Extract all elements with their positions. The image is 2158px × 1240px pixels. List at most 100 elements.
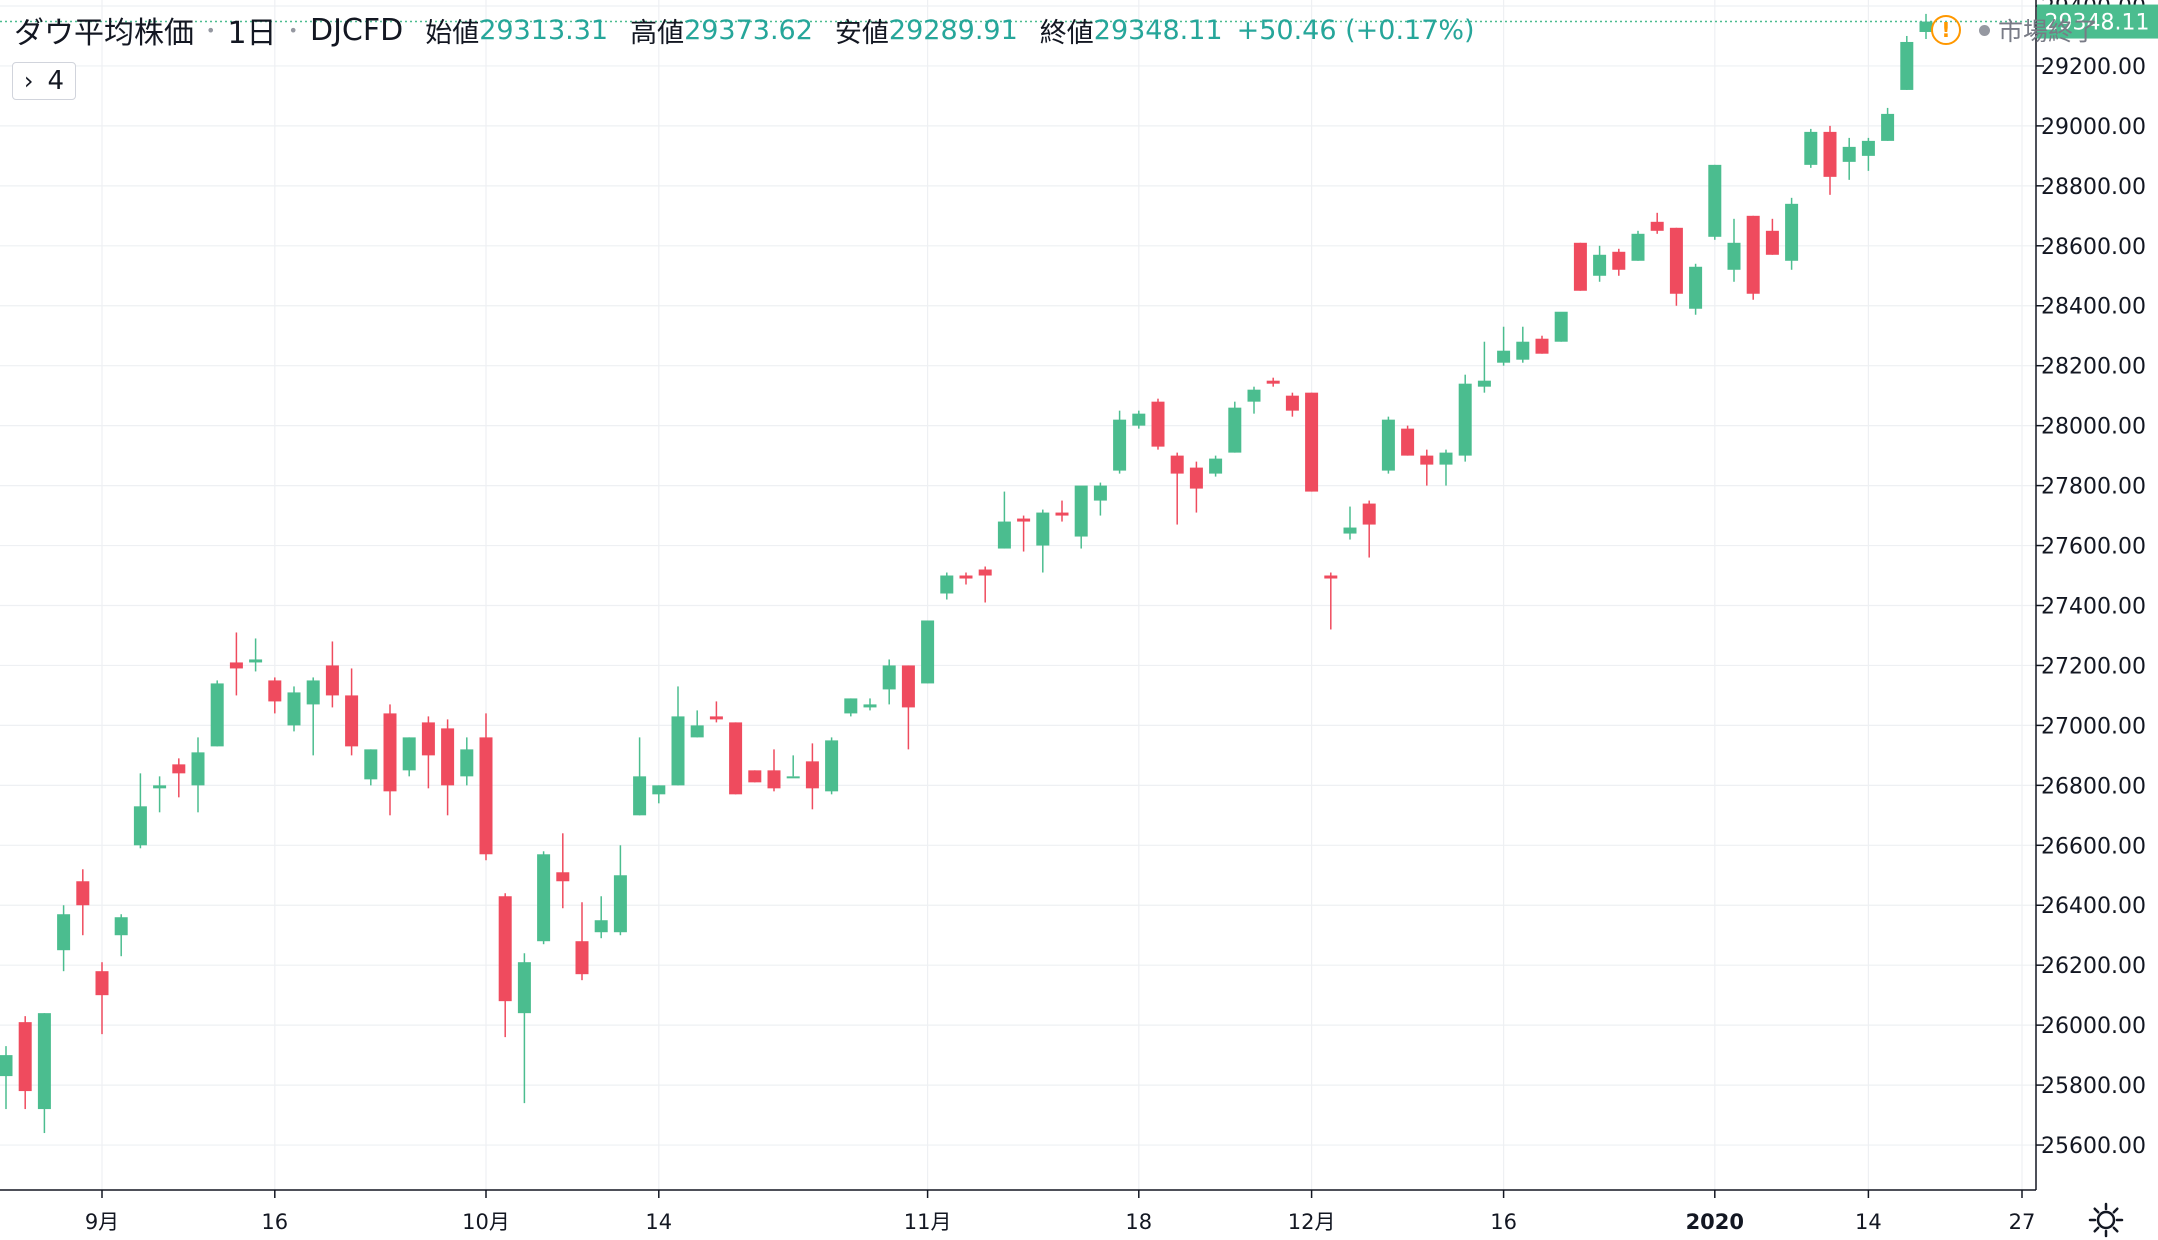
candle[interactable] xyxy=(594,896,608,939)
candle[interactable] xyxy=(1151,398,1165,450)
candle[interactable] xyxy=(287,686,301,732)
candle[interactable] xyxy=(537,851,551,945)
candle[interactable] xyxy=(1746,215,1760,300)
gear-icon[interactable] xyxy=(2086,1200,2126,1240)
candle[interactable] xyxy=(575,902,589,981)
candle[interactable] xyxy=(345,668,359,756)
candle[interactable] xyxy=(1669,227,1683,306)
candle[interactable] xyxy=(441,719,455,816)
candle[interactable] xyxy=(767,749,781,792)
candle[interactable] xyxy=(479,713,493,861)
candle[interactable] xyxy=(1439,449,1453,486)
candle[interactable] xyxy=(690,710,704,738)
candle[interactable] xyxy=(863,698,877,711)
candle[interactable] xyxy=(1612,248,1626,276)
candle[interactable] xyxy=(191,737,205,813)
candle[interactable] xyxy=(1516,326,1530,363)
candle[interactable] xyxy=(1861,137,1875,171)
candle[interactable] xyxy=(1842,137,1856,180)
ticker[interactable]: DJCFD xyxy=(309,12,404,48)
candle[interactable] xyxy=(1708,164,1722,240)
candle[interactable] xyxy=(921,620,935,684)
warning-icon[interactable]: ! xyxy=(1930,15,1961,45)
candle[interactable] xyxy=(1458,374,1472,462)
candle[interactable] xyxy=(383,704,397,816)
candle[interactable] xyxy=(748,770,762,783)
candle[interactable] xyxy=(805,743,819,810)
candle[interactable] xyxy=(1401,425,1415,456)
indicators-toggle-button[interactable]: › 4 xyxy=(12,62,76,100)
candle[interactable] xyxy=(1113,410,1127,474)
candle[interactable] xyxy=(940,572,954,600)
candle[interactable] xyxy=(652,785,666,804)
candle[interactable] xyxy=(172,758,186,798)
candle[interactable] xyxy=(229,632,243,696)
candle[interactable] xyxy=(1420,449,1434,486)
candle[interactable] xyxy=(882,659,896,705)
candle[interactable] xyxy=(1093,482,1107,516)
candle[interactable] xyxy=(825,737,839,795)
candle[interactable] xyxy=(498,893,512,1038)
candle[interactable] xyxy=(959,572,973,585)
candle[interactable] xyxy=(997,491,1011,549)
candle[interactable] xyxy=(0,1046,13,1110)
candle[interactable] xyxy=(1535,335,1549,354)
candle[interactable] xyxy=(421,716,435,789)
candle[interactable] xyxy=(1285,392,1299,417)
candle[interactable] xyxy=(95,962,109,1035)
candle[interactable] xyxy=(1650,212,1664,234)
candle[interactable] xyxy=(1228,401,1242,453)
candle[interactable] xyxy=(1170,452,1184,525)
candle[interactable] xyxy=(57,905,71,972)
candle[interactable] xyxy=(1823,125,1837,195)
candle[interactable] xyxy=(402,737,416,777)
candle[interactable] xyxy=(1631,230,1645,261)
candle[interactable] xyxy=(1689,263,1703,315)
candle[interactable] xyxy=(556,833,570,909)
candle[interactable] xyxy=(1727,218,1741,282)
candle[interactable] xyxy=(1765,218,1779,255)
candle[interactable] xyxy=(709,701,723,723)
candle[interactable] xyxy=(1209,455,1223,477)
candle[interactable] xyxy=(1324,572,1338,630)
candle[interactable] xyxy=(1189,461,1203,513)
candle[interactable] xyxy=(1017,515,1031,552)
candle[interactable] xyxy=(1132,410,1146,429)
candle[interactable] xyxy=(153,776,167,813)
candle[interactable] xyxy=(133,773,147,849)
candle[interactable] xyxy=(114,914,128,957)
market-status[interactable]: ! 市場終了 xyxy=(1930,12,2098,48)
candle[interactable] xyxy=(1362,500,1376,558)
symbol-name[interactable]: ダウ平均株価 xyxy=(14,16,194,51)
candle[interactable] xyxy=(1573,242,1587,291)
candle[interactable] xyxy=(268,677,282,714)
candle[interactable] xyxy=(1074,485,1088,549)
candle[interactable] xyxy=(633,737,647,816)
candle[interactable] xyxy=(1036,509,1050,573)
candle[interactable] xyxy=(978,566,992,603)
candle[interactable] xyxy=(729,722,743,795)
candle[interactable] xyxy=(1919,13,1933,39)
candle[interactable] xyxy=(306,677,320,756)
interval[interactable]: 1日 xyxy=(227,16,277,51)
candle[interactable] xyxy=(1804,128,1818,168)
candle[interactable] xyxy=(1305,392,1319,492)
candle[interactable] xyxy=(249,638,263,672)
candle[interactable] xyxy=(517,953,531,1104)
candle[interactable] xyxy=(1593,245,1607,282)
candle[interactable] xyxy=(325,641,339,708)
candle[interactable] xyxy=(1266,377,1280,387)
candle[interactable] xyxy=(901,665,915,750)
candle[interactable] xyxy=(844,698,858,717)
candle[interactable] xyxy=(786,755,800,779)
candle[interactable] xyxy=(1881,107,1895,141)
candle[interactable] xyxy=(1055,500,1069,522)
candle[interactable] xyxy=(1343,506,1357,540)
candle[interactable] xyxy=(460,737,474,786)
candle[interactable] xyxy=(613,845,627,936)
candle[interactable] xyxy=(18,1016,32,1110)
candle[interactable] xyxy=(1497,326,1511,366)
candle[interactable] xyxy=(210,680,224,747)
candle[interactable] xyxy=(364,749,378,786)
